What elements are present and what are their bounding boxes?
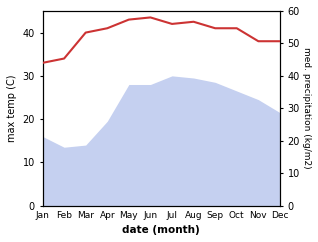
Y-axis label: max temp (C): max temp (C) [7, 75, 17, 142]
Y-axis label: med. precipitation (kg/m2): med. precipitation (kg/m2) [302, 47, 311, 169]
X-axis label: date (month): date (month) [122, 225, 200, 235]
